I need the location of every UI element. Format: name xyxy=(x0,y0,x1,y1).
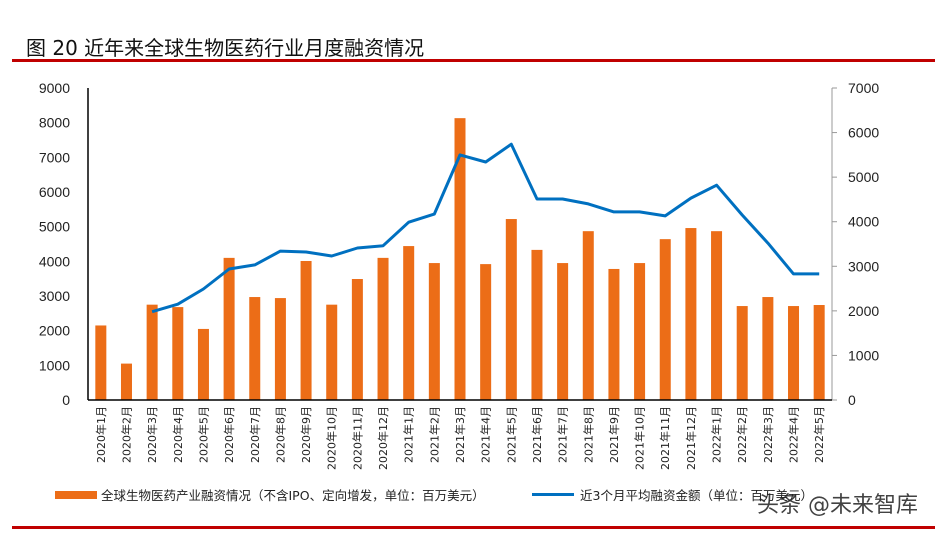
bar xyxy=(608,268,620,400)
x-tick-label: 2021年11月 xyxy=(658,406,672,470)
x-tick-label: 2021年6月 xyxy=(530,406,544,463)
bar xyxy=(249,297,261,400)
x-tick-label: 2020年12月 xyxy=(376,406,390,470)
bar xyxy=(274,298,286,400)
x-tick-label: 2020年3月 xyxy=(145,406,159,463)
x-tick-label: 2020年10月 xyxy=(325,406,339,470)
x-tick-label: 2022年1月 xyxy=(710,406,724,463)
left-tick-label: 1000 xyxy=(39,357,70,373)
bar xyxy=(223,257,235,400)
left-tick-label: 6000 xyxy=(39,184,70,200)
bar xyxy=(120,363,132,400)
x-tick-label: 2022年3月 xyxy=(761,406,775,463)
legend-label-line: 近3个月平均融资金额（单位：百万美元） xyxy=(580,488,813,503)
x-tick-label: 2020年11月 xyxy=(350,406,364,470)
bar xyxy=(813,305,825,400)
x-tick-label: 2020年5月 xyxy=(196,406,210,463)
bar xyxy=(736,306,748,400)
x-tick-label: 2021年1月 xyxy=(402,406,416,463)
bar xyxy=(634,263,646,400)
bar xyxy=(95,325,107,400)
x-tick-label: 2021年8月 xyxy=(581,406,595,463)
left-tick-label: 9000 xyxy=(39,80,70,96)
legend-swatch-bar xyxy=(55,491,97,499)
bar xyxy=(505,219,517,400)
bar xyxy=(300,260,312,400)
x-tick-label: 2020年8月 xyxy=(273,406,287,463)
right-tick-label: 6000 xyxy=(848,125,879,141)
left-tick-label: 8000 xyxy=(39,115,70,131)
x-tick-label: 2021年5月 xyxy=(504,406,518,463)
left-tick-label: 0 xyxy=(62,392,70,408)
bar xyxy=(582,231,594,400)
left-tick-label: 2000 xyxy=(39,323,70,339)
bar xyxy=(788,306,800,400)
x-tick-label: 2020年4月 xyxy=(171,406,185,463)
x-tick-label: 2021年3月 xyxy=(453,406,467,463)
right-tick-label: 5000 xyxy=(848,169,879,185)
legend-label-bar: 全球生物医药产业融资情况（不含IPO、定向增发，单位：百万美元） xyxy=(101,488,485,503)
x-tick-label: 2021年12月 xyxy=(684,406,698,470)
x-tick-label: 2020年1月 xyxy=(94,406,108,463)
left-tick-label: 5000 xyxy=(39,219,70,235)
left-tick-label: 7000 xyxy=(39,149,70,165)
x-tick-label: 2022年2月 xyxy=(735,406,749,463)
x-tick-label: 2020年6月 xyxy=(222,406,236,463)
x-tick-label: 2022年4月 xyxy=(787,406,801,463)
left-tick-label: 3000 xyxy=(39,288,70,304)
legend-swatch-line xyxy=(532,493,574,496)
right-tick-label: 4000 xyxy=(848,214,879,230)
bar xyxy=(454,118,466,400)
right-tick-label: 7000 xyxy=(848,80,879,96)
chart-title: 图 20 近年来全球生物医药行业月度融资情况 xyxy=(26,36,425,60)
bar xyxy=(377,257,389,400)
right-tick-label: 2000 xyxy=(848,303,879,319)
x-tick-label: 2020年7月 xyxy=(248,406,262,463)
left-tick-label: 4000 xyxy=(39,253,70,269)
x-tick-label: 2021年9月 xyxy=(607,406,621,463)
bar xyxy=(480,264,492,400)
bar xyxy=(685,228,697,400)
bar xyxy=(428,263,440,400)
bar xyxy=(659,239,671,400)
bar xyxy=(326,304,338,400)
x-tick-label: 2021年7月 xyxy=(556,406,570,463)
bar xyxy=(172,307,184,400)
right-tick-label: 1000 xyxy=(848,347,879,363)
x-tick-label: 2020年2月 xyxy=(119,406,133,463)
x-tick-label: 2021年10月 xyxy=(633,406,647,470)
x-tick-label: 2020年9月 xyxy=(299,406,313,463)
bar xyxy=(146,304,158,400)
bar xyxy=(351,279,363,400)
title-divider xyxy=(12,59,935,62)
x-tick-label: 2021年4月 xyxy=(479,406,493,463)
bar xyxy=(711,231,723,400)
bar xyxy=(762,297,774,400)
bar xyxy=(557,263,569,400)
watermark: 头条 @未来智库 xyxy=(757,493,918,518)
bar xyxy=(403,246,415,400)
bar xyxy=(197,328,209,400)
x-tick-label: 2021年2月 xyxy=(427,406,441,463)
right-tick-label: 0 xyxy=(848,392,856,408)
bar xyxy=(531,249,543,400)
x-tick-label: 2022年5月 xyxy=(812,406,826,463)
right-tick-label: 3000 xyxy=(848,258,879,274)
bottom-divider xyxy=(12,526,935,529)
